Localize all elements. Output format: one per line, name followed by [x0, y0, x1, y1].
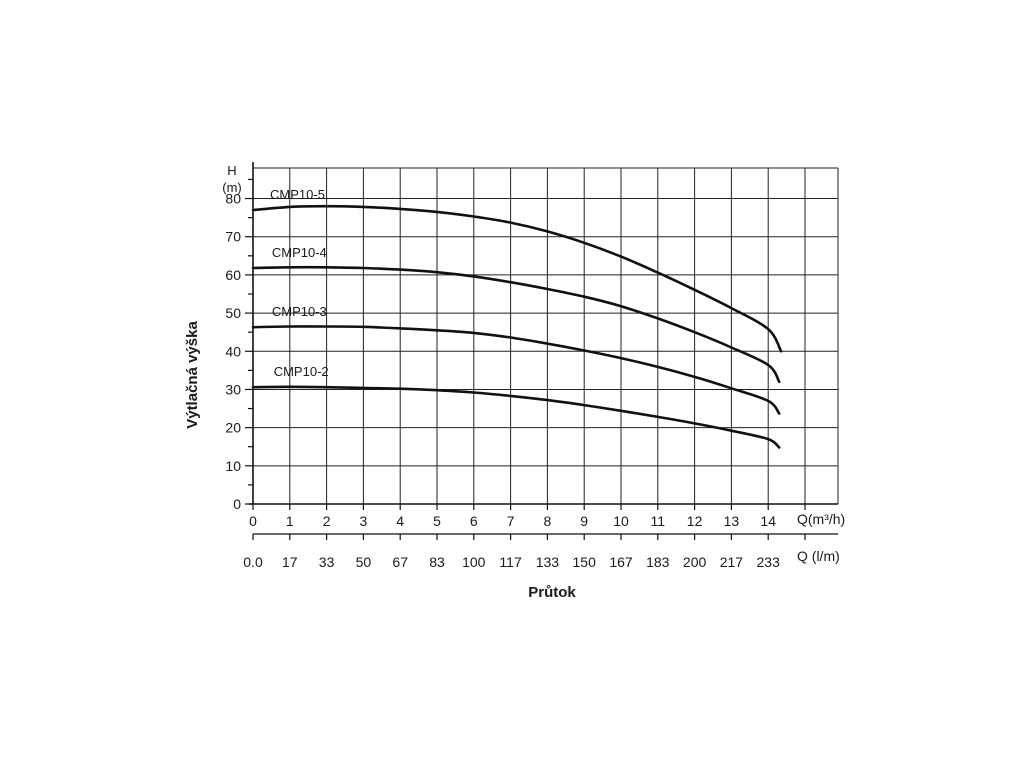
- x-tick-label-lmin: 183: [646, 554, 670, 570]
- y-tick-label: 50: [225, 305, 241, 321]
- x-tick-label-lmin: 117: [499, 554, 522, 570]
- x-tick-label-m3h: 5: [433, 513, 441, 529]
- y-tick-labels: 0 10 20 30 40 50 60 70 80: [225, 191, 241, 512]
- x-tick-label-m3h: 7: [507, 513, 515, 529]
- x-tick-label-lmin: 167: [609, 554, 633, 570]
- x-tick-label-m3h: 8: [544, 513, 552, 529]
- x-tick-label-m3h: 6: [470, 513, 478, 529]
- y-tick-label: 70: [225, 229, 241, 245]
- series-lines: [251, 204, 783, 449]
- x-tick-label-lmin: 50: [356, 554, 372, 570]
- x-unit-m3h: Q(m³/h): [797, 511, 845, 527]
- y-unit-bottom: (m): [222, 180, 242, 195]
- x-tick-label-lmin: 150: [573, 554, 597, 570]
- y-unit-top: H: [227, 163, 236, 178]
- x-tick-label-lmin: 83: [429, 554, 445, 570]
- y-tick-label: 80: [225, 191, 241, 207]
- grid: [253, 167, 839, 504]
- y-tick-label: 0: [233, 496, 241, 512]
- y-axis-title: Výtlačná výška: [184, 321, 201, 429]
- x-tick-label-lmin: 100: [462, 554, 486, 570]
- x-tick-label-lmin: 217: [720, 554, 744, 570]
- x-tick-label-m3h: 12: [687, 513, 703, 529]
- series-line-cmp10-4: [251, 265, 781, 384]
- x-axis-title: Průtok: [528, 584, 576, 601]
- y-tick-label: 40: [225, 343, 241, 359]
- x-tick-label-m3h: 3: [360, 513, 368, 529]
- y-tick-label: 60: [225, 267, 241, 283]
- series-line-cmp10-5: [251, 204, 783, 353]
- x-tick-label-lmin: 0.0: [243, 554, 263, 570]
- series-label-cmp10-2: CMP10-2: [274, 364, 329, 379]
- axes: [245, 162, 838, 540]
- x-tick-label-lmin: 233: [757, 554, 781, 570]
- y-tick-label: 10: [225, 458, 241, 474]
- x-tick-label-m3h: 1: [286, 513, 294, 529]
- x-tick-label-lmin: 133: [536, 554, 560, 570]
- y-tick-label: 30: [225, 381, 241, 397]
- x-tick-label-m3h: 2: [323, 513, 331, 529]
- x-tick-label-lmin: 200: [683, 554, 707, 570]
- series-label-cmp10-5: CMP10-5: [270, 187, 325, 202]
- y-tick-label: 20: [225, 420, 241, 436]
- x-tick-label-lmin: 17: [282, 554, 298, 570]
- x-tick-labels-m3h: 0 1 2 3 4 5 6 7 8 9 10 11 12 13 14: [249, 513, 776, 529]
- x-tick-label-m3h: 4: [396, 513, 404, 529]
- x-tick-label-lmin: 67: [392, 554, 408, 570]
- x-tick-label-lmin: 33: [319, 554, 335, 570]
- x-tick-label-m3h: 11: [651, 513, 666, 529]
- x-tick-label-m3h: 10: [613, 513, 629, 529]
- x-tick-label-m3h: 9: [580, 513, 588, 529]
- series-label-cmp10-4: CMP10-4: [272, 245, 327, 260]
- series-line-cmp10-2: [251, 385, 781, 449]
- x-tick-labels-lmin: 0.0 17 33 50 67 83 100 117 133 150 167 183 200 217 233: [243, 554, 780, 570]
- series-label-cmp10-3: CMP10-3: [272, 304, 327, 319]
- series-line-cmp10-3: [251, 325, 781, 415]
- x-unit-lmin: Q (l/m): [797, 548, 840, 564]
- x-tick-label-m3h: 13: [724, 513, 740, 529]
- x-tick-label-m3h: 0: [249, 513, 257, 529]
- x-tick-label-m3h: 14: [760, 513, 776, 529]
- series-labels: CMP10-5 CMP10-4 CMP10-3 CMP10-2: [270, 187, 329, 379]
